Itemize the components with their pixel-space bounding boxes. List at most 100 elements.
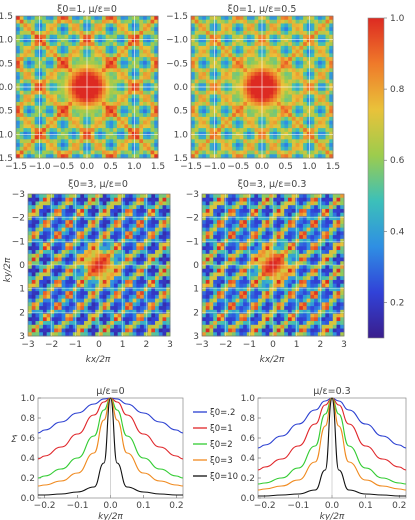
heatmap-cell xyxy=(125,212,130,217)
heatmap-cell xyxy=(202,83,207,88)
heatmap-cell xyxy=(87,34,92,39)
heatmap-cell xyxy=(318,120,323,125)
heatmap-cell xyxy=(101,49,107,54)
heatmap-cell xyxy=(131,83,136,88)
heatmap-cell xyxy=(95,227,100,232)
heatmap-cell xyxy=(105,68,110,73)
heatmap-cell xyxy=(121,276,126,281)
heatmap-cell xyxy=(91,332,96,337)
heatmap-cell xyxy=(250,253,255,258)
heatmap-cell xyxy=(235,49,240,54)
heatmap-cell xyxy=(265,146,270,151)
heatmap-cell xyxy=(213,250,218,255)
heatmap-cell xyxy=(250,235,255,240)
heatmap-cell xyxy=(75,79,80,84)
heatmap-cell xyxy=(50,197,55,202)
heatmap-cell xyxy=(220,113,226,118)
heatmap-cell xyxy=(35,201,40,206)
x-tick-label: 1.0 xyxy=(127,162,142,172)
heatmap-cell xyxy=(228,257,233,262)
heatmap-cell xyxy=(220,68,226,73)
heatmap-cell xyxy=(99,268,104,273)
heatmap-cell xyxy=(69,283,74,288)
heatmap-cell xyxy=(90,135,95,140)
heatmap-cell xyxy=(262,27,267,32)
heatmap-cell xyxy=(216,317,222,322)
heatmap-cell xyxy=(105,38,110,43)
heatmap-cell xyxy=(262,42,267,47)
heatmap-cell xyxy=(68,120,73,125)
heatmap-cell xyxy=(42,242,48,247)
heatmap-cell xyxy=(90,53,95,58)
heatmap-cell xyxy=(209,146,214,151)
heatmap-cell xyxy=(243,120,248,125)
heatmap-cell xyxy=(68,139,73,144)
heatmap-cell xyxy=(209,317,214,322)
heatmap-cell xyxy=(19,124,24,129)
heatmap-cell xyxy=(258,261,263,266)
heatmap-cell xyxy=(110,216,115,221)
heatmap-cell xyxy=(28,332,33,337)
heatmap-cell xyxy=(84,313,89,318)
y-tick-label: 3 xyxy=(19,332,25,342)
heatmap-cell xyxy=(39,291,44,296)
heatmap-cell xyxy=(35,276,40,281)
heatmap-cell xyxy=(154,146,159,151)
heatmap-cell xyxy=(329,139,334,144)
heatmap-cell xyxy=(276,75,282,80)
heatmap-cell xyxy=(202,150,207,155)
heatmap-cell xyxy=(250,38,255,43)
heatmap-cell xyxy=(16,128,21,133)
heatmap-cell xyxy=(105,23,110,28)
heatmap-cell xyxy=(54,302,59,307)
heatmap-cell xyxy=(31,306,36,311)
heatmap-cell xyxy=(147,197,152,202)
heatmap-cell xyxy=(198,146,203,151)
heatmap-cell xyxy=(120,64,125,69)
heatmap-cell xyxy=(202,317,207,322)
heatmap-cell xyxy=(113,113,118,118)
heatmap-cell xyxy=(83,128,88,133)
heatmap-cell xyxy=(16,105,21,110)
heatmap-cell xyxy=(154,150,159,155)
heatmap-cell xyxy=(191,131,196,136)
heatmap-cell xyxy=(288,75,293,80)
heatmap-cell xyxy=(113,208,119,214)
heatmap-cell xyxy=(191,42,196,47)
heatmap-cell xyxy=(162,313,167,318)
heatmap-cell xyxy=(31,294,36,300)
heatmap-cell xyxy=(28,246,33,251)
heatmap-cell xyxy=(303,42,308,47)
heatmap-cell xyxy=(101,38,107,43)
heatmap-cell xyxy=(217,30,222,36)
heatmap-cell xyxy=(16,64,21,69)
heatmap-cell xyxy=(273,105,278,110)
heatmap-cell xyxy=(158,328,163,333)
heatmap-cell xyxy=(284,60,289,65)
heatmap-cell xyxy=(303,60,308,65)
heatmap-cell xyxy=(139,124,144,129)
heatmap-cell xyxy=(217,87,222,92)
heatmap-cell xyxy=(325,98,330,103)
heatmap-cell xyxy=(213,16,218,21)
heatmap-cell xyxy=(262,120,267,125)
heatmap-cell xyxy=(57,60,62,65)
heatmap-cell xyxy=(54,265,59,270)
heatmap-cell xyxy=(166,317,171,322)
heatmap-cell xyxy=(191,87,196,92)
heatmap-cell xyxy=(106,231,111,236)
heatmap-cell xyxy=(280,27,285,32)
heatmap-cell xyxy=(250,276,255,281)
heatmap-cell xyxy=(98,143,103,148)
heatmap-cell xyxy=(258,42,263,47)
heatmap-cell xyxy=(94,19,99,24)
heatmap-cell xyxy=(243,242,248,247)
heatmap-cell xyxy=(72,113,77,118)
heatmap-cell xyxy=(284,128,289,133)
heatmap-cell xyxy=(276,120,282,125)
heatmap-cell xyxy=(231,242,237,247)
heatmap-cell xyxy=(231,306,237,311)
heatmap-cell xyxy=(35,253,40,258)
heatmap-cell xyxy=(116,146,122,151)
heatmap-cell xyxy=(57,294,63,300)
